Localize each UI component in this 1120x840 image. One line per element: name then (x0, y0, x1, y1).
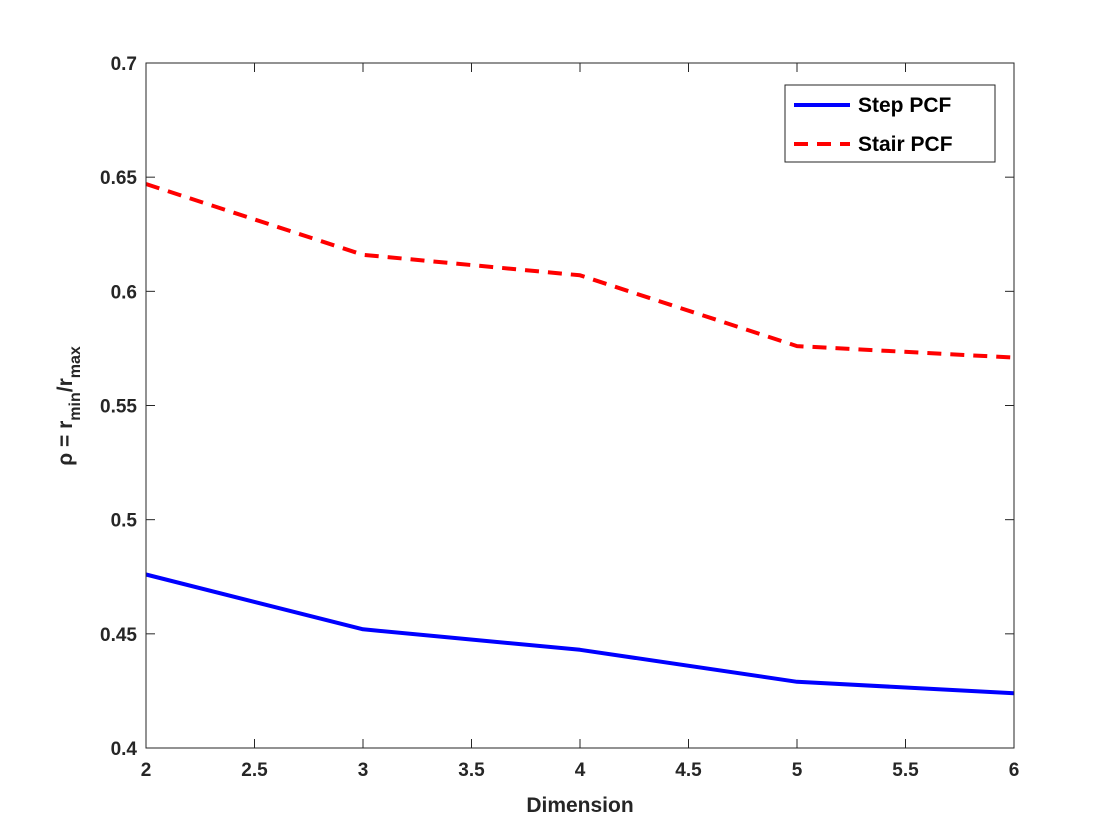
x-tick-label: 2 (141, 760, 152, 781)
y-axis-label-sub-min: min (67, 392, 84, 420)
y-ticks: 0.4 0.45 0.5 0.55 0.6 0.65 0.7 (100, 54, 1014, 760)
y-axis-label-mid: /r (54, 378, 77, 392)
plot-area (146, 63, 1014, 748)
y-axis-label-prefix: ρ = r (54, 421, 77, 466)
x-tick-label: 3.5 (458, 760, 485, 781)
x-tick-label: 5.5 (892, 760, 919, 781)
x-axis-label: Dimension (526, 794, 633, 817)
y-axis-label-sub-max: max (67, 346, 84, 378)
y-tick-label: 0.45 (100, 625, 137, 646)
x-tick-label: 3 (358, 760, 369, 781)
x-tick-label: 4.5 (675, 760, 702, 781)
legend-label-stair-pcf: Stair PCF (858, 133, 953, 156)
x-tick-label: 2.5 (241, 760, 268, 781)
legend: Step PCF Stair PCF (784, 84, 996, 163)
y-axis-label: ρ = rmin/rmax (54, 346, 84, 466)
y-tick-label: 0.4 (111, 739, 138, 760)
x-tick-label: 6 (1009, 760, 1020, 781)
x-tick-label: 5 (792, 760, 803, 781)
x-tick-label: 4 (575, 760, 586, 781)
x-ticks: 2 2.5 3 3.5 4 4.5 5 5.5 6 (141, 63, 1020, 781)
legend-label-step-pcf: Step PCF (858, 94, 952, 117)
y-tick-label: 0.5 (111, 511, 138, 532)
y-tick-label: 0.65 (100, 168, 137, 189)
y-tick-label: 0.7 (111, 54, 137, 75)
y-tick-label: 0.55 (100, 397, 137, 418)
legend-box (784, 84, 996, 163)
y-tick-label: 0.6 (111, 282, 137, 303)
